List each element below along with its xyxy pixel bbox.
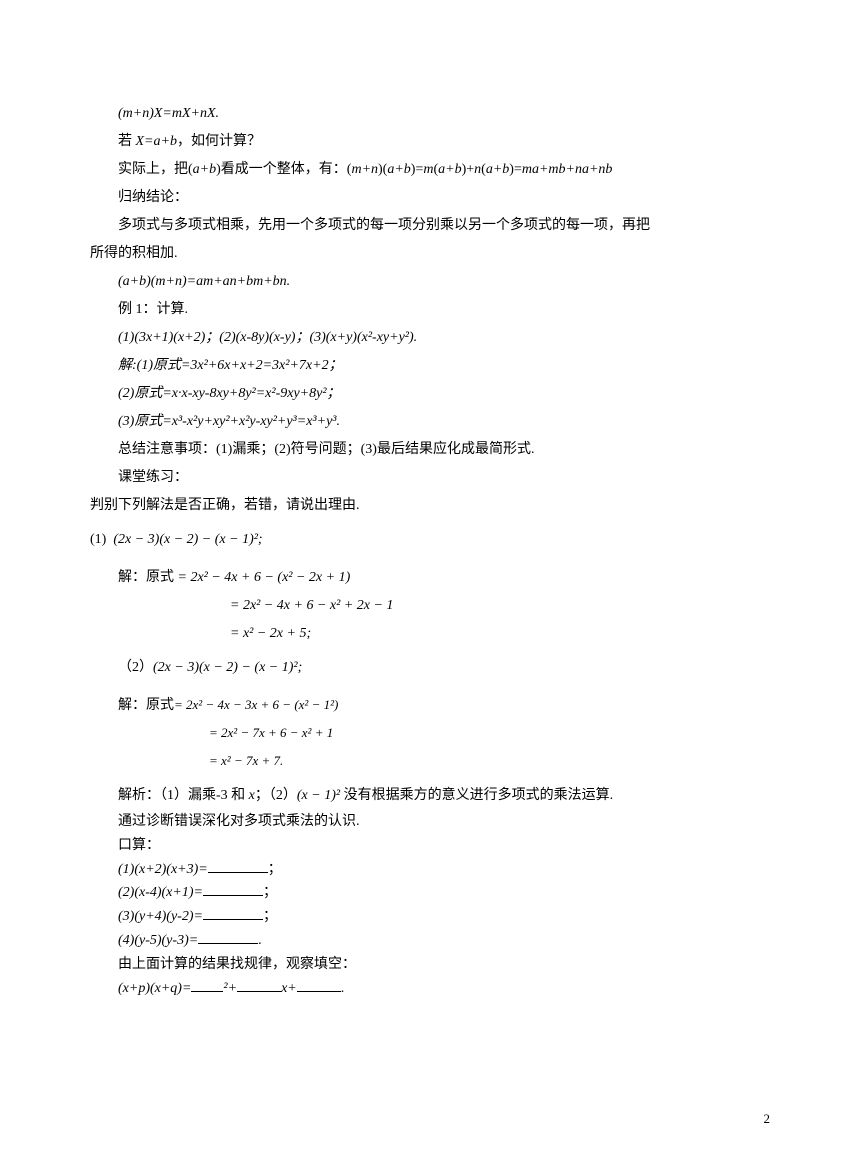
- equation-line: = 2x² − 4x + 6 − x² + 2x − 1: [230, 592, 770, 620]
- text-line: (3)原式=x³-x²y+xy²+x²y-xy²+y³=x³+y³.: [90, 408, 770, 436]
- page-number: 2: [764, 1111, 771, 1127]
- text-line: 判别下列解法是否正确，若错，请说出理由.: [90, 492, 770, 520]
- text-line: 归纳结论：: [90, 184, 770, 212]
- equation-line: = x² − 7x + 7.: [209, 748, 770, 776]
- text-line: 实际上，把(a+b)看成一个整体，有：(m+n)(a+b)=m(a+b)+n(a…: [90, 156, 770, 184]
- text-line: 解:(1)原式=3x²+6x+x+2=3x²+7x+2；: [90, 352, 770, 380]
- fill-blank: [297, 977, 341, 992]
- text-line: (1)(x+2)(x+3)=；: [90, 858, 770, 882]
- fill-blank: [198, 929, 258, 944]
- text-line: (m+n)X=mX+nX.: [90, 100, 770, 128]
- text-line: 解：原式= 2x² − 4x − 3x + 6 − (x² − 1²): [90, 692, 770, 720]
- fill-blank: [191, 977, 223, 992]
- text-line: (2)原式=x·x-xy-8xy+8y²=x²-9xy+8y²；: [90, 380, 770, 408]
- text-line: (a+b)(m+n)=am+an+bm+bn.: [90, 268, 770, 296]
- fill-blank: [203, 905, 263, 920]
- text-line: (x+p)(x+q)=²+x+.: [90, 977, 770, 1001]
- text-line: 例 1：计算.: [90, 296, 770, 324]
- text-line: (3)(y+4)(y-2)=；: [90, 905, 770, 929]
- text-line: 课堂练习：: [90, 464, 770, 492]
- text-line: 通过诊断错误深化对多项式乘法的认识.: [90, 810, 770, 834]
- equation-line: = x² − 2x + 5;: [230, 620, 770, 648]
- text-line: （2）(2x − 3)(x − 2) − (x − 1)²;: [90, 654, 770, 682]
- fill-blank: [208, 858, 268, 873]
- text-line: 若 X=a+b，如何计算？: [90, 128, 770, 156]
- text-line: (2)(x-4)(x+1)=；: [90, 881, 770, 905]
- text-line: (1)(3x+1)(x+2)；(2)(x-8y)(x-y)；(3)(x+y)(x…: [90, 324, 770, 352]
- text-line: 解：原式 = 2x² − 4x + 6 − (x² − 2x + 1): [90, 564, 770, 592]
- text-line: 总结注意事项：(1)漏乘；(2)符号问题；(3)最后结果应化成最简形式.: [90, 436, 770, 464]
- text-line: 所得的积相加.: [90, 240, 770, 268]
- text-line: 多项式与多项式相乘，先用一个多项式的每一项分别乘以另一个多项式的每一项，再把: [90, 212, 770, 240]
- text-line: 解析：（1）漏乘-3 和 x；（2）(x − 1)² 没有根据乘方的意义进行多项…: [90, 782, 770, 810]
- text-line: (4)(y-5)(y-3)=.: [90, 929, 770, 953]
- document-page: (m+n)X=mX+nX. 若 X=a+b，如何计算？ 实际上，把(a+b)看成…: [0, 0, 860, 1040]
- fill-blank: [203, 881, 263, 896]
- text-line: 由上面计算的结果找规律，观察填空：: [90, 953, 770, 977]
- text-line: (1) (2x − 3)(x − 2) − (x − 1)²;: [90, 526, 770, 554]
- fill-blank: [237, 977, 281, 992]
- equation-line: = 2x² − 7x + 6 − x² + 1: [209, 720, 770, 748]
- text-line: 口算：: [90, 834, 770, 858]
